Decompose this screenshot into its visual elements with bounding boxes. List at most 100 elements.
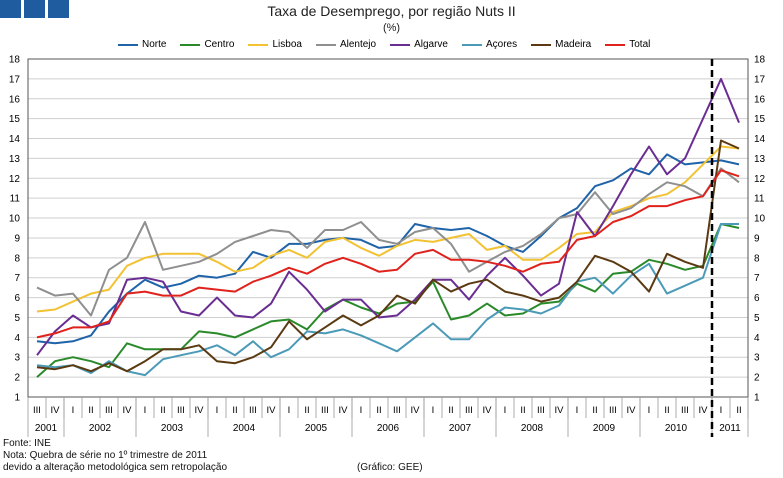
y-tick-label-left: 17 (9, 74, 21, 85)
x-tick-label: I (144, 405, 147, 416)
legend-label: Norte (142, 39, 167, 50)
y-tick-label-right: 17 (754, 74, 766, 85)
x-tick-label: I (648, 405, 651, 416)
legend-swatch (118, 43, 138, 46)
x-tick-label: I (360, 405, 363, 416)
x-tick-label: II (736, 405, 741, 416)
x-tick-label: III (249, 405, 257, 416)
year-label: 2001 (35, 423, 58, 434)
y-tick-label-right: 6 (754, 293, 760, 304)
x-tick-label: IV (267, 405, 277, 416)
x-tick-label: IV (699, 405, 709, 416)
y-tick-label-left: 8 (14, 253, 20, 264)
y-tick-label-left: 7 (14, 273, 20, 284)
y-tick-label-left: 18 (9, 55, 21, 66)
y-tick-label-right: 7 (754, 273, 760, 284)
x-tick-label: II (664, 405, 669, 416)
brand-logo (0, 0, 69, 18)
legend-label: Açores (485, 39, 518, 50)
y-tick-label-right: 2 (754, 373, 760, 384)
series-line-total (36, 169, 740, 339)
legend-swatch (605, 43, 626, 46)
y-tick-label-left: 5 (14, 313, 20, 324)
series-line-algarve (36, 77, 740, 356)
legend-item: Alentejo (315, 39, 377, 50)
legend-swatch (390, 43, 411, 46)
legend-item: Lisboa (248, 39, 302, 50)
x-tick-label: III (177, 405, 185, 416)
x-tick-label: I (72, 405, 75, 416)
year-label: 2009 (593, 423, 616, 434)
legend-swatch (315, 43, 336, 46)
x-tick-label: II (160, 405, 165, 416)
legend-label: Centro (204, 39, 235, 50)
x-tick-label: II (592, 405, 597, 416)
x-tick-label: IV (123, 405, 133, 416)
legend-swatch (461, 43, 482, 46)
x-tick-label: III (33, 405, 41, 416)
source-note: Fonte: INE (3, 438, 51, 449)
y-tick-label-left: 15 (9, 114, 21, 125)
y-tick-label-left: 4 (14, 333, 20, 344)
y-tick-label-right: 18 (754, 55, 766, 66)
x-tick-label: III (609, 405, 617, 416)
x-tick-label: IV (51, 405, 61, 416)
x-tick-label: II (448, 405, 453, 416)
legend-label: Madeira (555, 39, 592, 50)
x-tick-label: IV (411, 405, 421, 416)
credit-note: (Gráfico: GEE) (357, 462, 423, 473)
x-tick-label: III (393, 405, 401, 416)
y-tick-label-right: 14 (754, 134, 766, 145)
x-tick-label: I (216, 405, 219, 416)
x-tick-label: III (681, 405, 689, 416)
x-tick-label: I (288, 405, 291, 416)
year-label: 2003 (161, 423, 184, 434)
x-tick-label: III (321, 405, 329, 416)
y-tick-label-left: 9 (14, 233, 20, 244)
x-tick-label: III (537, 405, 545, 416)
legend-label: Total (629, 39, 651, 50)
y-tick-label-right: 16 (754, 94, 766, 105)
year-label: 2002 (89, 423, 112, 434)
y-tick-label-right: 12 (754, 174, 766, 185)
year-label: 2007 (449, 423, 472, 434)
x-tick-label: IV (339, 405, 349, 416)
method-note: devido a alteração metodológica sem retr… (3, 462, 228, 473)
y-tick-label-left: 11 (10, 194, 21, 205)
y-tick-label-left: 16 (9, 94, 21, 105)
x-tick-label: II (520, 405, 525, 416)
y-tick-label-right: 9 (754, 233, 760, 244)
x-tick-label: IV (627, 405, 637, 416)
x-tick-label: I (576, 405, 579, 416)
year-label: 2011 (719, 423, 741, 434)
x-tick-label: II (232, 405, 237, 416)
legend: Norte Centro Lisboa Alentejo Algarve Açores Ma… (118, 39, 650, 50)
legend-label: Algarve (414, 39, 448, 50)
chart-title: Taxa de Desemprego, por região Nuts II (267, 3, 516, 19)
year-label: 2004 (233, 423, 256, 434)
series-line-madeira (36, 139, 740, 373)
y-tick-label-left: 14 (9, 134, 21, 145)
legend-label: Alentejo (339, 39, 377, 50)
y-tick-label-left: 13 (9, 154, 21, 165)
y-tick-label-right: 1 (754, 393, 760, 404)
x-tick-label: II (376, 405, 381, 416)
legend-item: Centro (180, 39, 234, 50)
y-tick-label-right: 8 (754, 253, 760, 264)
legend-swatch (248, 43, 269, 46)
series-line-alentejo (36, 167, 740, 317)
x-tick-label: II (88, 405, 93, 416)
year-label: 2005 (305, 423, 328, 434)
x-tick-label: I (720, 405, 723, 416)
y-tick-label-right: 15 (754, 114, 766, 125)
x-tick-label: I (432, 405, 435, 416)
x-tick-label: I (504, 405, 507, 416)
legend-item: Norte (118, 39, 166, 50)
y-tick-label-right: 10 (754, 214, 766, 225)
x-tick-label: III (105, 405, 113, 416)
legend-item: Algarve (390, 39, 448, 50)
legend-item: Açores (461, 39, 518, 50)
y-tick-label-left: 2 (14, 373, 20, 384)
x-tick-label: II (304, 405, 309, 416)
